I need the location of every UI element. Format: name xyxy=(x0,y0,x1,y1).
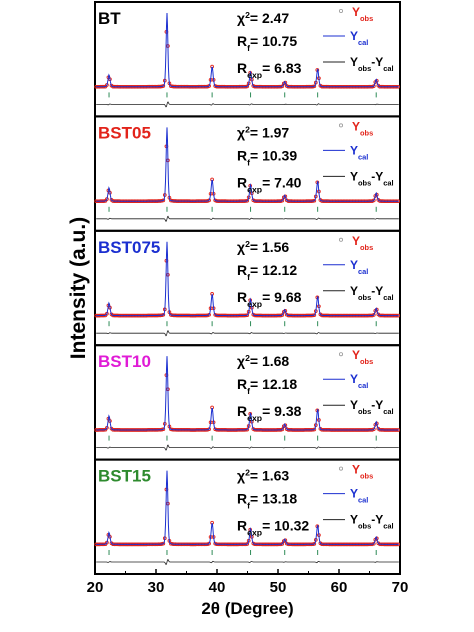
legend-ycal: Ycal xyxy=(350,372,368,390)
legend: Yobs Ycal Yobs-Ycal xyxy=(323,348,394,416)
legend-diff: Yobs-Ycal xyxy=(350,513,394,531)
panel-label: BST075 xyxy=(98,238,160,257)
legend-yobs: Yobs xyxy=(352,463,373,481)
y-axis-title: Intensity (a.u.) xyxy=(67,217,90,359)
panel-bst075: BST075 χ2= 1.56 Rf= 12.12 Rexp= 9.68 Yobs Yca… xyxy=(94,229,401,347)
panel-bst15: BST15 χ2= 1.63 Rf= 13.18 Rexp= 10.32 Yobs Yca… xyxy=(94,458,401,576)
x-tick-label: 30 xyxy=(148,579,165,596)
yobs-point xyxy=(371,198,376,203)
rexp-value: Rexp= 7.40 xyxy=(237,174,302,194)
chi2-value: χ2= 1.97 xyxy=(237,124,289,140)
rexp-value: Rexp= 9.38 xyxy=(237,403,302,423)
rexp-value: Rexp= 9.68 xyxy=(237,289,302,309)
legend-ycal: Ycal xyxy=(350,487,368,505)
legend-ycal: Ycal xyxy=(350,143,368,161)
diff-line xyxy=(96,444,399,451)
chi2-value: χ2= 1.56 xyxy=(237,239,289,255)
ycal-line xyxy=(96,127,399,202)
x-tick-label: 50 xyxy=(270,579,287,596)
x-tick-label: 70 xyxy=(392,579,409,596)
legend-yobs-marker xyxy=(338,237,343,242)
ycal-line xyxy=(96,470,399,545)
legend: Yobs Ycal Yobs-Ycal xyxy=(323,5,394,73)
x-axis: 20 30 40 50 60 70 xyxy=(87,569,409,596)
bragg-ticks xyxy=(108,550,377,555)
x-axis-title: 2θ (Degree) xyxy=(201,599,293,618)
bragg-ticks xyxy=(108,435,377,441)
yobs-point xyxy=(207,541,211,546)
legend-diff: Yobs-Ycal xyxy=(350,169,394,187)
legend-yobs: Yobs xyxy=(352,5,373,23)
legend-diff: Yobs-Ycal xyxy=(350,284,394,302)
diff-line xyxy=(96,330,399,337)
rf-value: Rf= 12.18 xyxy=(237,376,297,396)
ycal-line xyxy=(96,12,399,88)
legend-yobs: Yobs xyxy=(352,119,373,137)
diff-line xyxy=(96,101,399,108)
chi2-value: χ2= 2.47 xyxy=(237,10,289,26)
rf-value: Rf= 10.39 xyxy=(237,147,297,167)
panel-label: BT xyxy=(98,9,121,28)
diff-line xyxy=(96,558,399,566)
legend: Yobs Ycal Yobs-Ycal xyxy=(323,463,394,530)
rf-value: Rf= 13.18 xyxy=(237,491,297,511)
x-tick-label: 20 xyxy=(87,579,104,596)
panel-label: BST05 xyxy=(98,123,151,142)
legend-diff: Yobs-Ycal xyxy=(350,398,394,416)
legend-ycal: Ycal xyxy=(350,29,368,47)
legend-yobs-marker xyxy=(338,8,343,13)
bragg-ticks xyxy=(108,321,377,327)
chi2-value: χ2= 1.63 xyxy=(237,468,289,484)
rexp-value: Rexp= 10.32 xyxy=(237,518,309,538)
chi2-value: χ2= 1.68 xyxy=(237,353,289,369)
x-tick-label: 40 xyxy=(209,579,226,596)
legend-yobs-marker xyxy=(338,466,343,471)
bragg-ticks xyxy=(108,92,377,98)
rf-value: Rf= 12.12 xyxy=(237,262,297,282)
panel-label: BST15 xyxy=(98,467,151,486)
yobs-point xyxy=(207,312,211,317)
legend: Yobs Ycal Yobs-Ycal xyxy=(323,234,394,301)
ycal-line xyxy=(96,241,399,317)
panel-label: BST10 xyxy=(98,352,151,371)
yobs-point xyxy=(371,541,376,546)
x-tick-label: 60 xyxy=(331,579,348,596)
bragg-ticks xyxy=(108,206,377,212)
yobs-point xyxy=(371,84,376,88)
panel-bst10: BST10 χ2= 1.68 Rf= 12.18 Rexp= 9.38 Yobs Ycal… xyxy=(94,344,401,461)
rf-value: Rf= 10.75 xyxy=(237,33,297,53)
yobs-point xyxy=(207,198,211,203)
legend-yobs: Yobs xyxy=(352,348,373,366)
yobs-point xyxy=(371,313,376,317)
legend-yobs-marker xyxy=(338,352,343,357)
legend-ycal: Ycal xyxy=(350,258,368,276)
legend: Yobs Ycal Yobs-Ycal xyxy=(323,119,394,187)
ycal-line xyxy=(96,356,399,431)
yobs-point xyxy=(371,427,376,432)
yobs-point xyxy=(207,84,211,88)
legend-yobs-marker xyxy=(338,123,343,128)
rexp-value: Rexp= 6.83 xyxy=(237,60,302,80)
legend-diff: Yobs-Ycal xyxy=(350,55,394,73)
panel-bst05: BST05 χ2= 1.97 Rf= 10.39 Rexp= 7.40 Yobs Ycal… xyxy=(94,115,401,232)
diff-line xyxy=(96,215,399,222)
legend-yobs: Yobs xyxy=(352,234,373,252)
